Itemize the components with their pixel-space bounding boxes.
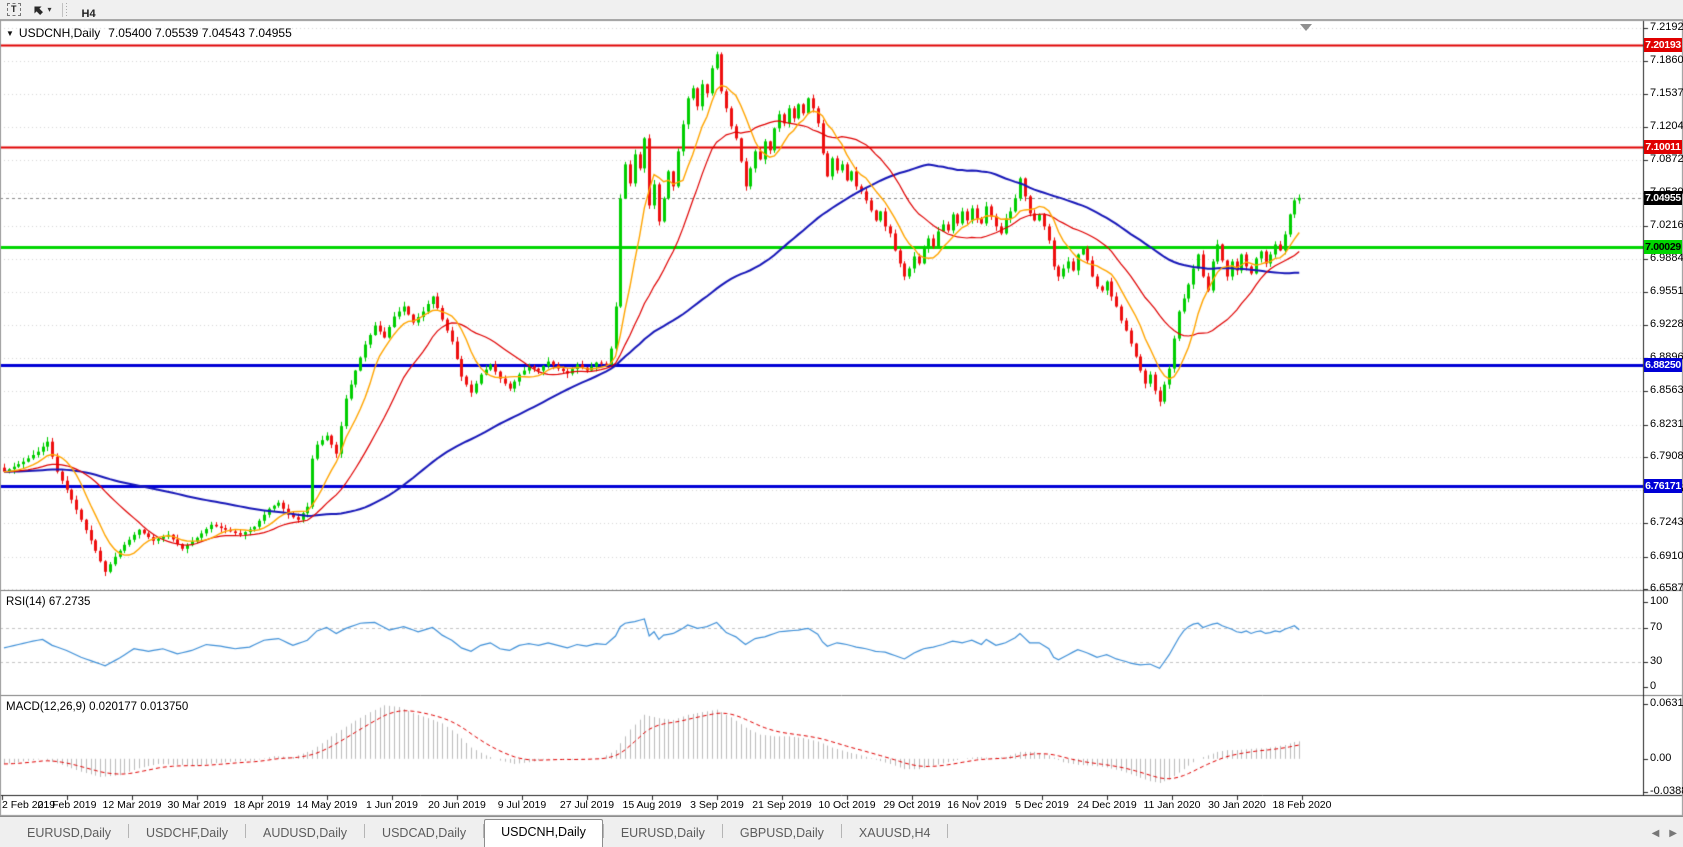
price-level-badge: 7.20193 bbox=[1644, 38, 1682, 53]
macd-axis-label: -0.038877 bbox=[1650, 785, 1683, 798]
price-axis-label: 7.02165 bbox=[1650, 218, 1683, 231]
price-chart-canvas[interactable] bbox=[0, 20, 1683, 816]
price-level-badge: 7.10011 bbox=[1644, 140, 1682, 155]
tab-separator bbox=[602, 824, 604, 838]
rsi-indicator-label: RSI(14) 67.2735 bbox=[6, 596, 91, 608]
date-axis-label: 24 Dec 2019 bbox=[1077, 799, 1137, 811]
date-axis-label: 29 Oct 2019 bbox=[883, 799, 941, 811]
tab-separator bbox=[840, 824, 842, 838]
rsi-axis-label: 70 bbox=[1650, 620, 1663, 633]
chart-tab-usdcnh-4[interactable]: USDCNH,Daily bbox=[484, 819, 603, 847]
price-axis-label: 6.65875 bbox=[1650, 582, 1683, 595]
date-axis-label: 14 May 2019 bbox=[296, 799, 358, 811]
date-axis-label: 12 Mar 2019 bbox=[102, 799, 162, 811]
rsi-axis-label: 0 bbox=[1650, 680, 1657, 692]
chart-tab-xauusd-7[interactable]: XAUUSD,H4 bbox=[858, 826, 931, 840]
rsi-axis-label: 30 bbox=[1650, 654, 1663, 667]
rsi-axis-label: 100 bbox=[1650, 595, 1669, 607]
price-axis-label: 7.21925 bbox=[1650, 21, 1683, 33]
date-axis-label: 3 Sep 2019 bbox=[690, 799, 744, 811]
tab-scroll-left-button[interactable]: ◀ bbox=[1651, 828, 1660, 839]
chart-shift-marker[interactable] bbox=[1300, 24, 1312, 31]
date-axis-label: 30 Mar 2019 bbox=[167, 799, 227, 811]
macd-axis-label: 0.00 bbox=[1650, 751, 1672, 764]
price-axis-label: 6.69105 bbox=[1650, 549, 1683, 562]
price-axis-label: 7.15370 bbox=[1650, 86, 1683, 99]
timeframe-button-h1[interactable]: H1 bbox=[74, 0, 111, 5]
tab-separator bbox=[947, 824, 949, 838]
price-axis-label: 6.98840 bbox=[1650, 252, 1683, 265]
tab-separator bbox=[364, 824, 366, 838]
price-axis-label: 6.85635 bbox=[1650, 384, 1683, 397]
date-axis-label: 21 Feb 2019 bbox=[37, 799, 97, 811]
dropdown-caret-icon: ▾ bbox=[47, 5, 52, 14]
price-axis-label: 7.08720 bbox=[1650, 153, 1683, 166]
date-axis-label: 10 Oct 2019 bbox=[818, 799, 876, 811]
timeframe-button-h4[interactable]: H4 bbox=[81, 7, 96, 20]
price-axis-label: 6.82310 bbox=[1650, 417, 1683, 430]
collapse-arrow-icon[interactable]: ▼ bbox=[6, 29, 14, 38]
chart-symbol-label: USDCNH,Daily bbox=[18, 26, 101, 40]
date-axis-label: 18 Apr 2019 bbox=[233, 799, 291, 811]
chart-title: ▼ USDCNH,Daily 7.05400 7.05539 7.04543 7.0… bbox=[6, 26, 292, 40]
chart-tabbar: EURUSD,Daily USDCHF,Daily AUDUSD,Daily USDC… bbox=[0, 816, 1683, 847]
price-axis-label: 7.12045 bbox=[1650, 119, 1683, 132]
price-axis-label: 6.95515 bbox=[1650, 285, 1683, 298]
date-axis-label: 27 Jul 2019 bbox=[559, 799, 615, 811]
price-axis-label: 7.18600 bbox=[1650, 54, 1683, 67]
chart-tab-usdchf-1[interactable]: USDCHF,Daily bbox=[146, 826, 228, 840]
date-axis-label: 21 Sep 2019 bbox=[752, 799, 812, 811]
chart-tab-eurusd-0[interactable]: EURUSD,Daily bbox=[27, 826, 112, 840]
date-axis-label: 11 Jan 2020 bbox=[1143, 799, 1201, 811]
date-axis-label: 15 Aug 2019 bbox=[622, 799, 682, 811]
top-toolbar: T ▾ M1M5M15M30H1H4D1W1MN bbox=[0, 0, 1683, 105]
tab-separator bbox=[721, 824, 723, 838]
chart-window: ▼ USDCNH,Daily 7.05400 7.05539 7.04543 7.0… bbox=[0, 20, 1683, 816]
date-axis-label: 9 Jul 2019 bbox=[497, 799, 547, 811]
tab-scroll-arrows: ◀ ▶ bbox=[1652, 829, 1677, 839]
arrange-icon bbox=[33, 5, 43, 15]
date-axis-label: 18 Feb 2020 bbox=[1272, 799, 1332, 811]
date-axis-label: 5 Dec 2019 bbox=[1015, 799, 1069, 811]
price-axis-label: 6.92285 bbox=[1650, 317, 1683, 330]
chart-tab-usdcad-3[interactable]: USDCAD,Daily bbox=[382, 826, 467, 840]
tab-separator bbox=[128, 824, 130, 838]
chart-tab-gbpusd-6[interactable]: GBPUSD,Daily bbox=[739, 826, 824, 840]
tab-scroll-right-button[interactable]: ▶ bbox=[1669, 828, 1677, 839]
price-axis-label: 6.79080 bbox=[1650, 449, 1683, 462]
toolbar-grip[interactable] bbox=[61, 2, 70, 17]
price-level-badge: 6.88250 bbox=[1644, 358, 1682, 373]
date-axis-label: 1 Jun 2019 bbox=[366, 799, 418, 811]
current-price-badge: 7.04955 bbox=[1644, 190, 1682, 205]
chart-tab-audusd-2[interactable]: AUDUSD,Daily bbox=[263, 826, 348, 840]
date-axis-label: 30 Jan 2020 bbox=[1208, 799, 1266, 811]
macd-axis-label: 0.063113 bbox=[1650, 697, 1683, 710]
arrange-windows-button[interactable]: ▾ bbox=[28, 2, 56, 18]
date-axis-label: 16 Nov 2019 bbox=[947, 799, 1007, 811]
price-level-badge: 6.76171 bbox=[1644, 478, 1682, 493]
chart-tab-eurusd-5[interactable]: EURUSD,Daily bbox=[620, 826, 705, 840]
tab-separator bbox=[483, 824, 485, 838]
price-level-badge: 7.00029 bbox=[1644, 240, 1682, 255]
price-axis-label: 6.72430 bbox=[1650, 516, 1683, 529]
tab-separator bbox=[245, 824, 246, 838]
text-tool-icon: T bbox=[7, 3, 21, 16]
date-axis-label: 2 Feb 2019 bbox=[2, 799, 56, 811]
date-axis-label: 20 Jun 2019 bbox=[428, 799, 486, 811]
text-tool-button[interactable]: T bbox=[3, 2, 25, 18]
chart-ohlc-values: 7.05400 7.05539 7.04543 7.04955 bbox=[108, 26, 292, 40]
macd-indicator-label: MACD(12,26,9) 0.020177 0.013750 bbox=[6, 701, 189, 713]
